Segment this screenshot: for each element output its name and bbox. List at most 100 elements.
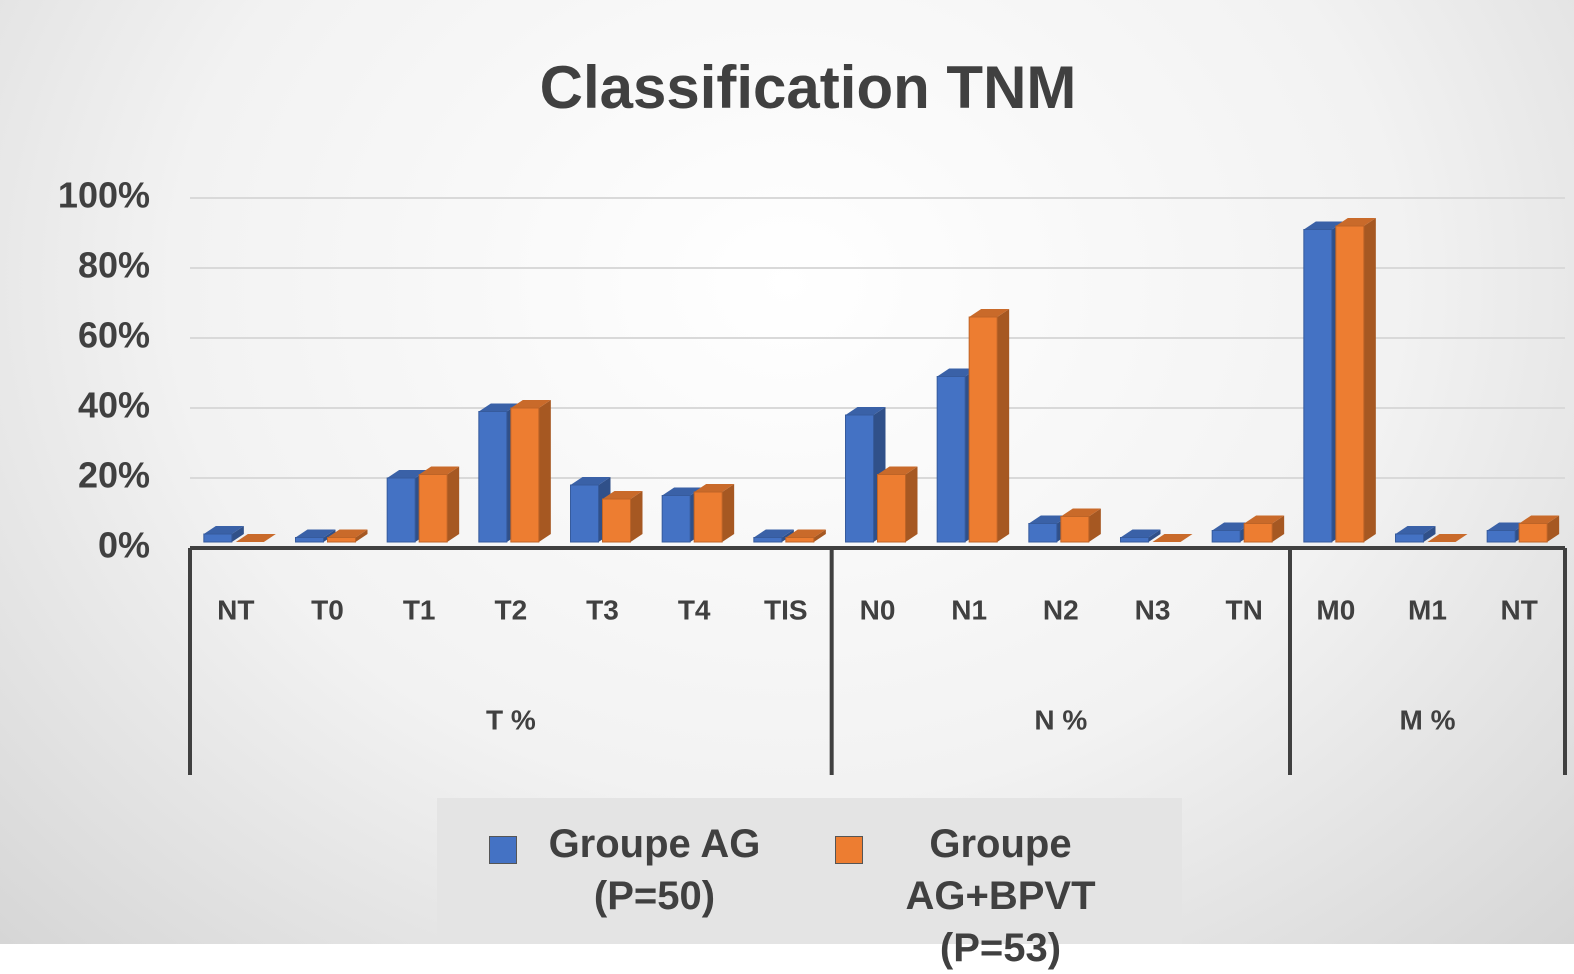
bar — [1335, 218, 1376, 543]
bar — [235, 534, 276, 542]
bar — [1060, 508, 1101, 543]
bar — [693, 484, 735, 543]
bar-front — [753, 537, 783, 543]
bar — [785, 529, 826, 543]
bar-top — [1427, 534, 1468, 542]
bar-top — [845, 407, 886, 415]
bar-top — [877, 466, 918, 475]
group-label: N % — [1034, 704, 1087, 735]
bar-top — [662, 487, 703, 496]
bar-top — [1212, 522, 1253, 531]
bar-front — [1486, 530, 1516, 543]
bar-side — [630, 491, 643, 542]
bar-front — [1028, 523, 1058, 543]
bar-top — [753, 529, 794, 538]
bar — [1427, 534, 1468, 542]
bar-side — [1423, 526, 1436, 542]
bar-front — [936, 376, 966, 543]
bar-front — [327, 537, 356, 543]
bar — [1152, 534, 1193, 542]
bar-front — [1335, 225, 1365, 543]
bar-top — [478, 403, 519, 412]
group-label: T % — [486, 704, 536, 735]
bar-top — [937, 368, 978, 377]
bar-top — [1152, 534, 1193, 542]
x-tick-label: M0 — [1316, 594, 1355, 625]
bar-top — [387, 470, 428, 478]
x-tick-label: TIS — [764, 594, 808, 625]
bar-top — [1395, 526, 1436, 534]
plot: Classification TNM 0% 20% 40% 60% 80% 100% NT T… — [58, 54, 1567, 775]
bar-side — [1148, 529, 1161, 542]
bar-front — [295, 537, 324, 543]
legend-swatch — [488, 836, 517, 864]
bar — [1395, 526, 1436, 543]
bar-front — [478, 411, 508, 543]
bar-front — [877, 474, 906, 543]
bar-top — [1519, 515, 1560, 524]
bar-front — [845, 414, 874, 543]
bar-top — [1120, 529, 1161, 538]
y-tick-label: 80% — [78, 245, 150, 286]
legend-item: Groupe AG+BPVT (P=53) — [834, 818, 1131, 970]
bar-front — [1120, 537, 1149, 543]
x-tick-label: N3 — [1135, 594, 1171, 625]
y-tick-label: 40% — [78, 385, 150, 426]
bar-front — [1243, 523, 1273, 543]
bar-front — [203, 533, 233, 543]
x-tick-label: TN — [1226, 594, 1263, 625]
bar-side — [1088, 508, 1101, 542]
y-tick-label: 0% — [98, 525, 150, 566]
bar — [968, 309, 1010, 543]
bar — [295, 529, 336, 543]
bar-side — [231, 526, 244, 542]
bar-top — [785, 529, 826, 538]
bar-top — [1335, 218, 1376, 226]
x-tick-label: T2 — [494, 594, 527, 625]
y-tick-label: 60% — [78, 315, 150, 356]
bar-front — [418, 474, 448, 543]
bar-top — [1028, 515, 1069, 524]
bar-side — [813, 529, 826, 542]
bar-top — [1244, 515, 1285, 524]
bar-top — [1487, 522, 1528, 531]
bar-side — [1547, 515, 1560, 542]
bar-front — [570, 484, 599, 543]
x-tick-label: N1 — [951, 594, 987, 625]
bar-top — [1303, 221, 1344, 230]
bar-top — [295, 529, 336, 538]
bar-front — [785, 537, 815, 543]
bar-front — [1211, 530, 1241, 543]
bar-front — [386, 477, 416, 543]
bar-front — [602, 498, 631, 543]
bar-side — [722, 484, 735, 542]
legend-label: Groupe AG+BPVT (P=53) — [905, 822, 1096, 970]
bar-top — [235, 534, 276, 542]
bar-top — [1060, 508, 1101, 517]
legend: Groupe AG (P=50) Groupe AG+BPVT (P=53) — [437, 798, 1182, 970]
bar-side — [781, 529, 794, 542]
bar-top — [203, 526, 244, 534]
bar-top — [327, 529, 368, 538]
bar-front — [1060, 516, 1090, 543]
bar — [877, 466, 918, 543]
bar-front — [968, 316, 998, 543]
bar-top — [602, 491, 643, 499]
bar — [1120, 529, 1161, 543]
x-tick-label: N0 — [860, 594, 896, 625]
bar — [1243, 515, 1285, 543]
bar-top — [419, 466, 460, 475]
bar-front — [1395, 533, 1424, 543]
bar — [602, 491, 643, 543]
x-tick-label: NT — [1501, 594, 1538, 625]
bar-top — [969, 309, 1010, 317]
bar — [203, 526, 244, 543]
bar-side — [905, 466, 918, 542]
bar-side — [355, 529, 368, 542]
bar — [418, 466, 460, 543]
bar-side — [997, 309, 1010, 542]
bar-side — [447, 466, 460, 542]
bar — [753, 529, 794, 543]
x-tick-label: T3 — [586, 594, 619, 625]
